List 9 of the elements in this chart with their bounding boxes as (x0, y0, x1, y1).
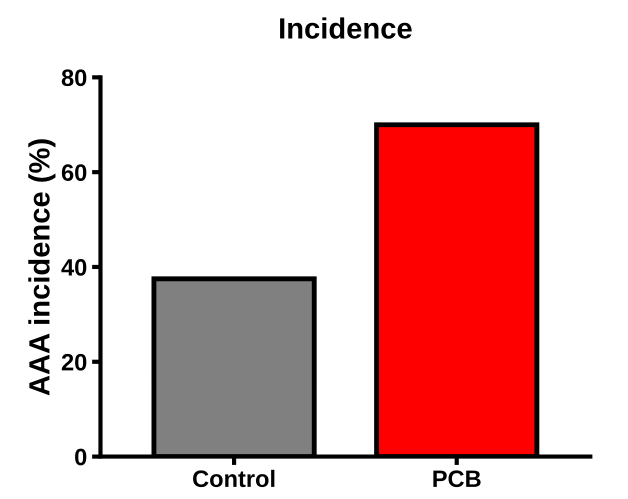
y-axis-title: AAA incidence (%) (28, 139, 56, 396)
x-tick-label: PCB (433, 470, 481, 488)
chart-title: Incidence (280, 17, 412, 39)
y-tick-label: 80 (62, 69, 86, 86)
y-tick-label: 60 (62, 164, 86, 181)
y-tick-label: 40 (61, 259, 86, 276)
y-tick-label: 20 (62, 354, 86, 371)
y-tick-label: 0 (75, 448, 86, 466)
x-tick-label: Control (193, 470, 274, 488)
